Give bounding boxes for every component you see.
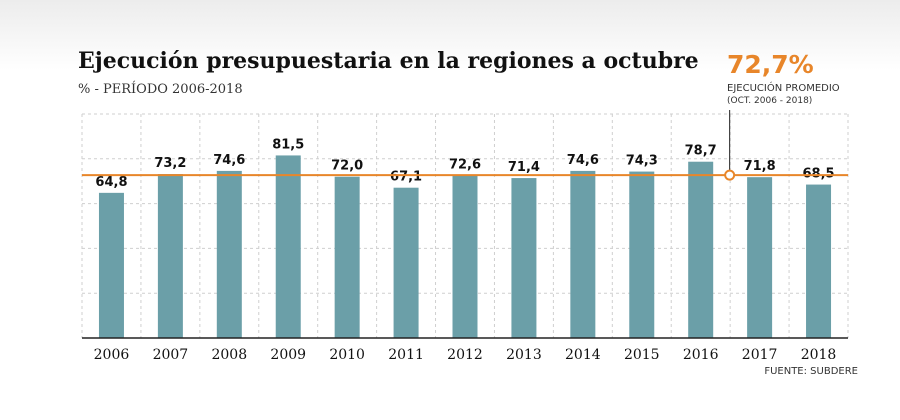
x-tick-2007: 2007 bbox=[153, 347, 189, 363]
x-tick-2015: 2015 bbox=[624, 347, 660, 363]
bar-2017 bbox=[747, 177, 773, 338]
bar-2008 bbox=[216, 170, 242, 338]
data-label-2013: 71,4 bbox=[508, 160, 540, 175]
data-label-2009: 81,5 bbox=[272, 137, 304, 152]
x-tick-2011: 2011 bbox=[388, 347, 424, 363]
data-label-2017: 71,8 bbox=[744, 159, 776, 174]
data-label-2014: 74,6 bbox=[567, 153, 599, 168]
bar-2009 bbox=[275, 155, 301, 338]
bar-2011 bbox=[393, 187, 419, 338]
bar-2015 bbox=[629, 171, 655, 338]
bar-2013 bbox=[511, 178, 537, 338]
bar-2007 bbox=[157, 174, 183, 338]
x-tick-2012: 2012 bbox=[447, 347, 483, 363]
data-label-2018: 68,5 bbox=[802, 167, 834, 182]
data-label-2016: 78,7 bbox=[685, 144, 717, 159]
chart-title: Ejecución presupuestaria en la regiones … bbox=[78, 48, 699, 74]
bar-2010 bbox=[334, 176, 360, 338]
average-value: 72,7% bbox=[727, 50, 814, 79]
x-tick-2018: 2018 bbox=[801, 347, 837, 363]
data-label-2015: 74,3 bbox=[626, 154, 658, 169]
data-label-2011: 67,1 bbox=[390, 170, 422, 185]
x-tick-2006: 2006 bbox=[94, 347, 130, 363]
x-tick-2008: 2008 bbox=[211, 347, 247, 363]
average-label: EJECUCIÓN PROMEDIO bbox=[727, 83, 840, 94]
chart-subtitle: % - PERÍODO 2006-2018 bbox=[78, 82, 243, 97]
data-label-2007: 73,2 bbox=[154, 156, 186, 171]
data-label-2010: 72,0 bbox=[331, 159, 363, 174]
bar-2016 bbox=[688, 161, 714, 338]
bar-2014 bbox=[570, 170, 596, 338]
bar-2012 bbox=[452, 175, 478, 338]
data-label-2012: 72,6 bbox=[449, 157, 481, 172]
source-note: FUENTE: SUBDERE bbox=[764, 366, 858, 377]
data-label-2008: 74,6 bbox=[213, 153, 245, 168]
average-marker bbox=[724, 169, 736, 181]
average-period: (OCT. 2006 - 2018) bbox=[727, 96, 813, 106]
bar-2006 bbox=[98, 192, 124, 338]
x-tick-2014: 2014 bbox=[565, 347, 601, 363]
x-tick-2013: 2013 bbox=[506, 347, 542, 363]
x-tick-2017: 2017 bbox=[742, 347, 778, 363]
x-tick-2010: 2010 bbox=[329, 347, 365, 363]
x-tick-2016: 2016 bbox=[683, 347, 719, 363]
x-tick-2009: 2009 bbox=[270, 347, 306, 363]
data-label-2006: 64,8 bbox=[95, 175, 127, 190]
bar-2018 bbox=[806, 184, 832, 338]
